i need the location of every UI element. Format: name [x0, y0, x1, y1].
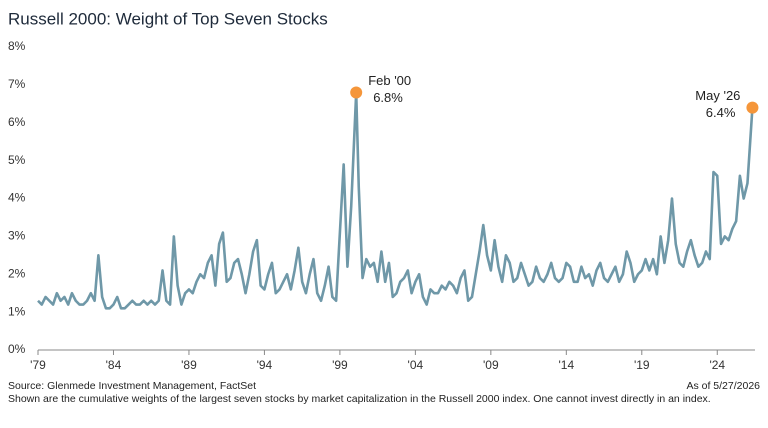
y-tick-label: 1%: [8, 304, 26, 318]
chart-title: Russell 2000: Weight of Top Seven Stocks: [8, 9, 328, 28]
data-line: [37, 91, 754, 310]
x-tick-label: '24: [709, 358, 725, 372]
highlight-point: [350, 86, 363, 99]
y-tick-label: 3%: [8, 229, 26, 243]
x-tick-label: '19: [634, 358, 650, 372]
y-tick-label: 4%: [8, 191, 26, 205]
note: Shown are the cumulative weights of the …: [8, 393, 711, 405]
x-tick-label: '89: [181, 358, 197, 372]
annotation-value: 6.8%: [373, 90, 403, 105]
annotation-value: 6.4%: [706, 105, 736, 120]
y-tick-label: 0%: [8, 342, 26, 356]
x-tick-label: '99: [332, 358, 348, 372]
highlight-point: [746, 101, 759, 114]
y-tick-label: 6%: [8, 115, 26, 129]
y-tick-label: 2%: [8, 266, 26, 280]
annotation-label: May '26: [695, 88, 740, 103]
y-tick-label: 5%: [8, 153, 26, 167]
footer: Source: Glenmede Investment Management, …: [8, 380, 760, 406]
annotation-label: Feb '00: [368, 73, 411, 88]
y-tick-label: 7%: [8, 77, 26, 91]
chart: Russell 2000: Weight of Top Seven Stocks…: [8, 9, 759, 372]
as-of: As of 5/27/2026: [686, 380, 760, 392]
footer-row: Source: Glenmede Investment Management, …: [8, 380, 760, 393]
x-tick-label: '79: [30, 358, 46, 372]
x-tick-label: '84: [106, 358, 122, 372]
x-tick-label: '94: [257, 358, 273, 372]
y-tick-label: 8%: [8, 39, 26, 53]
x-tick-label: '04: [408, 358, 424, 372]
x-tick-label: '14: [558, 358, 574, 372]
x-tick-label: '09: [483, 358, 499, 372]
source: Source: Glenmede Investment Management, …: [8, 380, 257, 392]
